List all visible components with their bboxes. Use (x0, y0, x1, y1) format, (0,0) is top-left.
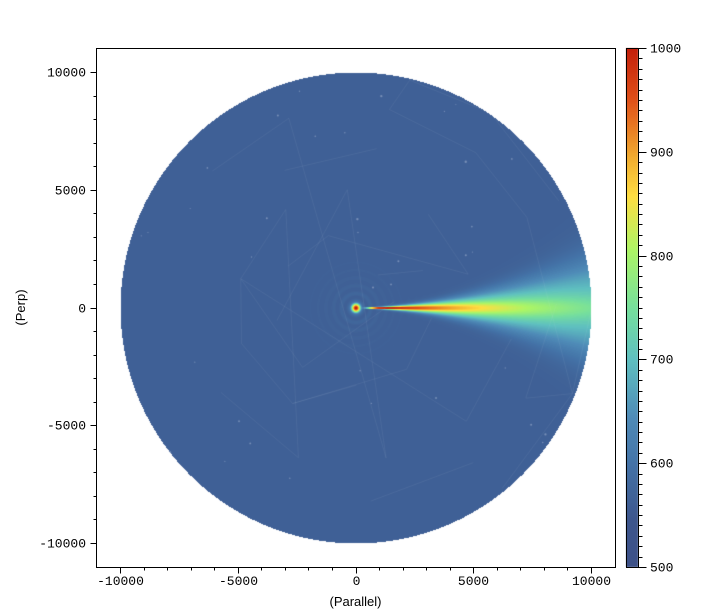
svg-text:500: 500 (650, 561, 673, 576)
svg-text:700: 700 (650, 353, 673, 368)
svg-text:5000: 5000 (458, 574, 489, 589)
svg-text:-10000: -10000 (39, 537, 86, 552)
svg-text:(Perp): (Perp) (13, 289, 28, 325)
svg-text:5000: 5000 (55, 184, 86, 199)
svg-text:600: 600 (650, 457, 673, 472)
svg-text:-5000: -5000 (47, 419, 86, 434)
svg-text:(Parallel): (Parallel) (329, 594, 381, 609)
svg-text:1000: 1000 (650, 42, 681, 57)
svg-text:0: 0 (353, 574, 361, 589)
svg-text:800: 800 (650, 250, 673, 265)
svg-text:-10000: -10000 (97, 574, 144, 589)
svg-text:10000: 10000 (47, 66, 86, 81)
svg-text:0: 0 (78, 302, 86, 317)
svg-text:900: 900 (650, 146, 673, 161)
svg-text:10000: 10000 (572, 574, 611, 589)
svg-text:-5000: -5000 (219, 574, 258, 589)
